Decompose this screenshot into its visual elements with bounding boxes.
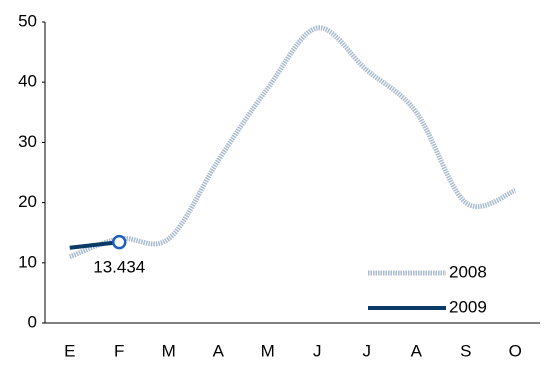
legend-label: 2008 [449, 262, 487, 281]
x-tick-label: A [411, 341, 423, 360]
x-tick-label: J [363, 341, 372, 360]
data-label: 13.434 [93, 258, 145, 277]
x-tick-label: E [64, 341, 75, 360]
legend-label: 2009 [449, 297, 487, 316]
x-tick-label: J [313, 341, 322, 360]
x-tick-label: F [114, 341, 124, 360]
series-line [68, 25, 517, 260]
y-tick-label: 30 [18, 132, 37, 151]
y-tick-label: 20 [18, 192, 37, 211]
x-tick-label: S [460, 341, 471, 360]
y-tick-label: 40 [18, 72, 37, 91]
x-tick-label: A [213, 341, 225, 360]
point-marker [112, 234, 127, 250]
y-tick-label: 10 [18, 252, 37, 271]
series-line [69, 240, 120, 250]
x-tick-label: M [162, 341, 176, 360]
y-tick-label: 0 [28, 312, 37, 331]
x-tick-label: O [509, 341, 522, 360]
x-tick-label: M [261, 341, 275, 360]
y-tick-label: 50 [18, 11, 37, 30]
